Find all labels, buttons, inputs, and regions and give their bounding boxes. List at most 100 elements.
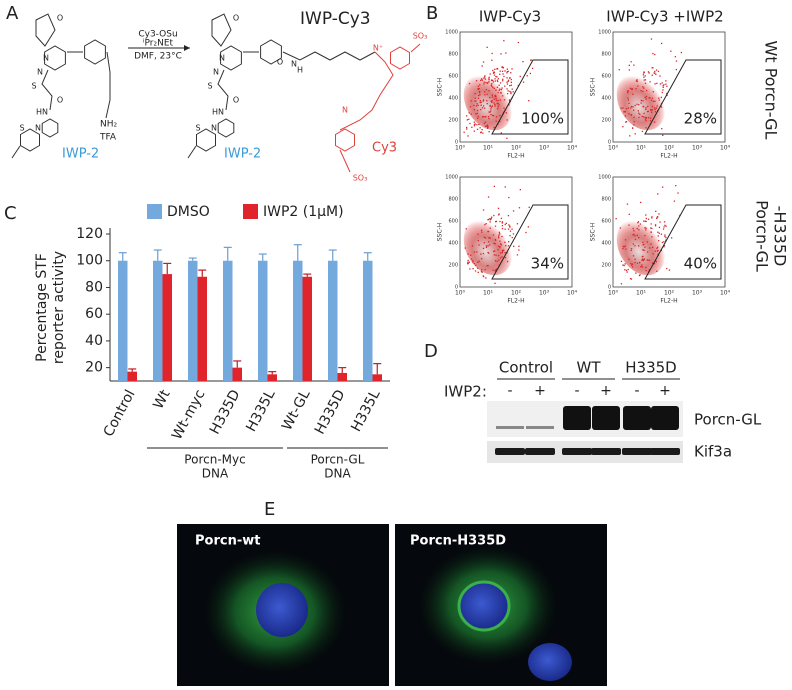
event-dot [510,78,512,81]
event-dot [522,61,524,63]
event-dot [466,119,468,121]
group-label: Porcn-GL [311,453,365,467]
event-dot [651,97,654,99]
event-dot [629,278,632,280]
event-dot [638,104,640,106]
event-dot [508,99,511,101]
event-dot [629,87,632,89]
event-dot [627,97,629,99]
event-dot [501,249,504,252]
event-dot [624,269,626,271]
event-dot [505,222,507,224]
event-dot [486,124,489,126]
event-dot [473,130,475,132]
event-dot [488,90,490,92]
y-axis-label: reporter activity [51,251,67,364]
atom-label: N [43,54,49,63]
reagent: DMF, 23°C [134,52,182,62]
ring [335,128,355,152]
event-dot [656,250,658,252]
event-dot [666,85,668,87]
event-dot [646,241,648,243]
event-dot [645,227,647,229]
event-dot [641,258,644,260]
event-dot [642,241,644,243]
band [562,448,592,455]
treatment-sign: + [534,383,546,399]
event-dot [509,225,511,227]
event-dot [661,42,663,45]
bar [153,260,163,381]
event-dot [525,231,527,234]
event-dot [510,91,512,93]
x-tick-label: 10¹ [483,290,494,297]
event-dot [634,261,636,264]
event-dot [634,133,636,135]
event-dot [474,123,476,125]
event-dot [498,104,500,106]
event-dot [665,239,667,241]
event-dot [497,249,499,251]
event-dot [651,236,653,238]
event-dot [645,127,647,129]
event-dot [655,107,658,109]
band [623,406,651,430]
event-dot [468,112,470,114]
event-dot [615,218,617,220]
band [563,406,591,430]
atom-label: SO₃ [413,32,428,41]
event-dot [472,259,474,262]
event-dot [502,95,504,97]
event-dot [628,64,630,66]
legend-swatch [147,204,162,219]
event-dot [663,226,665,228]
y-tick-label: 200 [601,118,611,124]
event-dot [501,252,503,254]
event-dot [655,260,657,262]
event-dot [503,40,505,42]
event-dot [499,99,501,101]
event-dot [490,113,492,116]
y-tick-label: 200 [601,263,611,269]
x-tick-label: 10³ [692,145,703,152]
event-dot [631,264,633,266]
event-dot [495,89,497,91]
event-dot [647,251,649,253]
event-dot [645,98,647,100]
y-tick-label: 400 [601,96,611,102]
y-tick-label: 1000 [445,30,458,36]
event-dot [465,228,467,230]
event-dot [513,245,515,247]
event-dot [477,97,480,99]
event-dot [477,267,479,269]
event-dot [654,70,656,73]
event-dot [498,234,500,236]
event-dot [473,121,475,123]
event-dot [498,84,500,86]
event-dot [485,246,488,248]
y-axis-label: SSC-H [590,78,597,96]
event-dot [481,78,483,80]
event-dot [500,257,502,259]
event-dot [641,115,643,118]
panel-letter: C [4,203,17,224]
event-dot [482,61,485,63]
event-dot [494,269,497,271]
event-dot [487,230,489,233]
event-dot [626,203,629,205]
amine: TFA [99,133,117,143]
event-dot [630,61,632,63]
y-tick-label: 600 [601,219,611,225]
event-dot [473,262,475,265]
event-dot [495,95,497,97]
event-dot [680,51,682,54]
image-label: Porcn-H335D [410,534,506,549]
event-dot [493,72,495,74]
event-dot [654,107,656,109]
event-dot [662,85,664,87]
event-dot [494,80,496,82]
event-dot [490,110,492,112]
event-dot [492,81,495,83]
event-dot [489,111,491,113]
gate-percent: 100% [521,110,564,128]
